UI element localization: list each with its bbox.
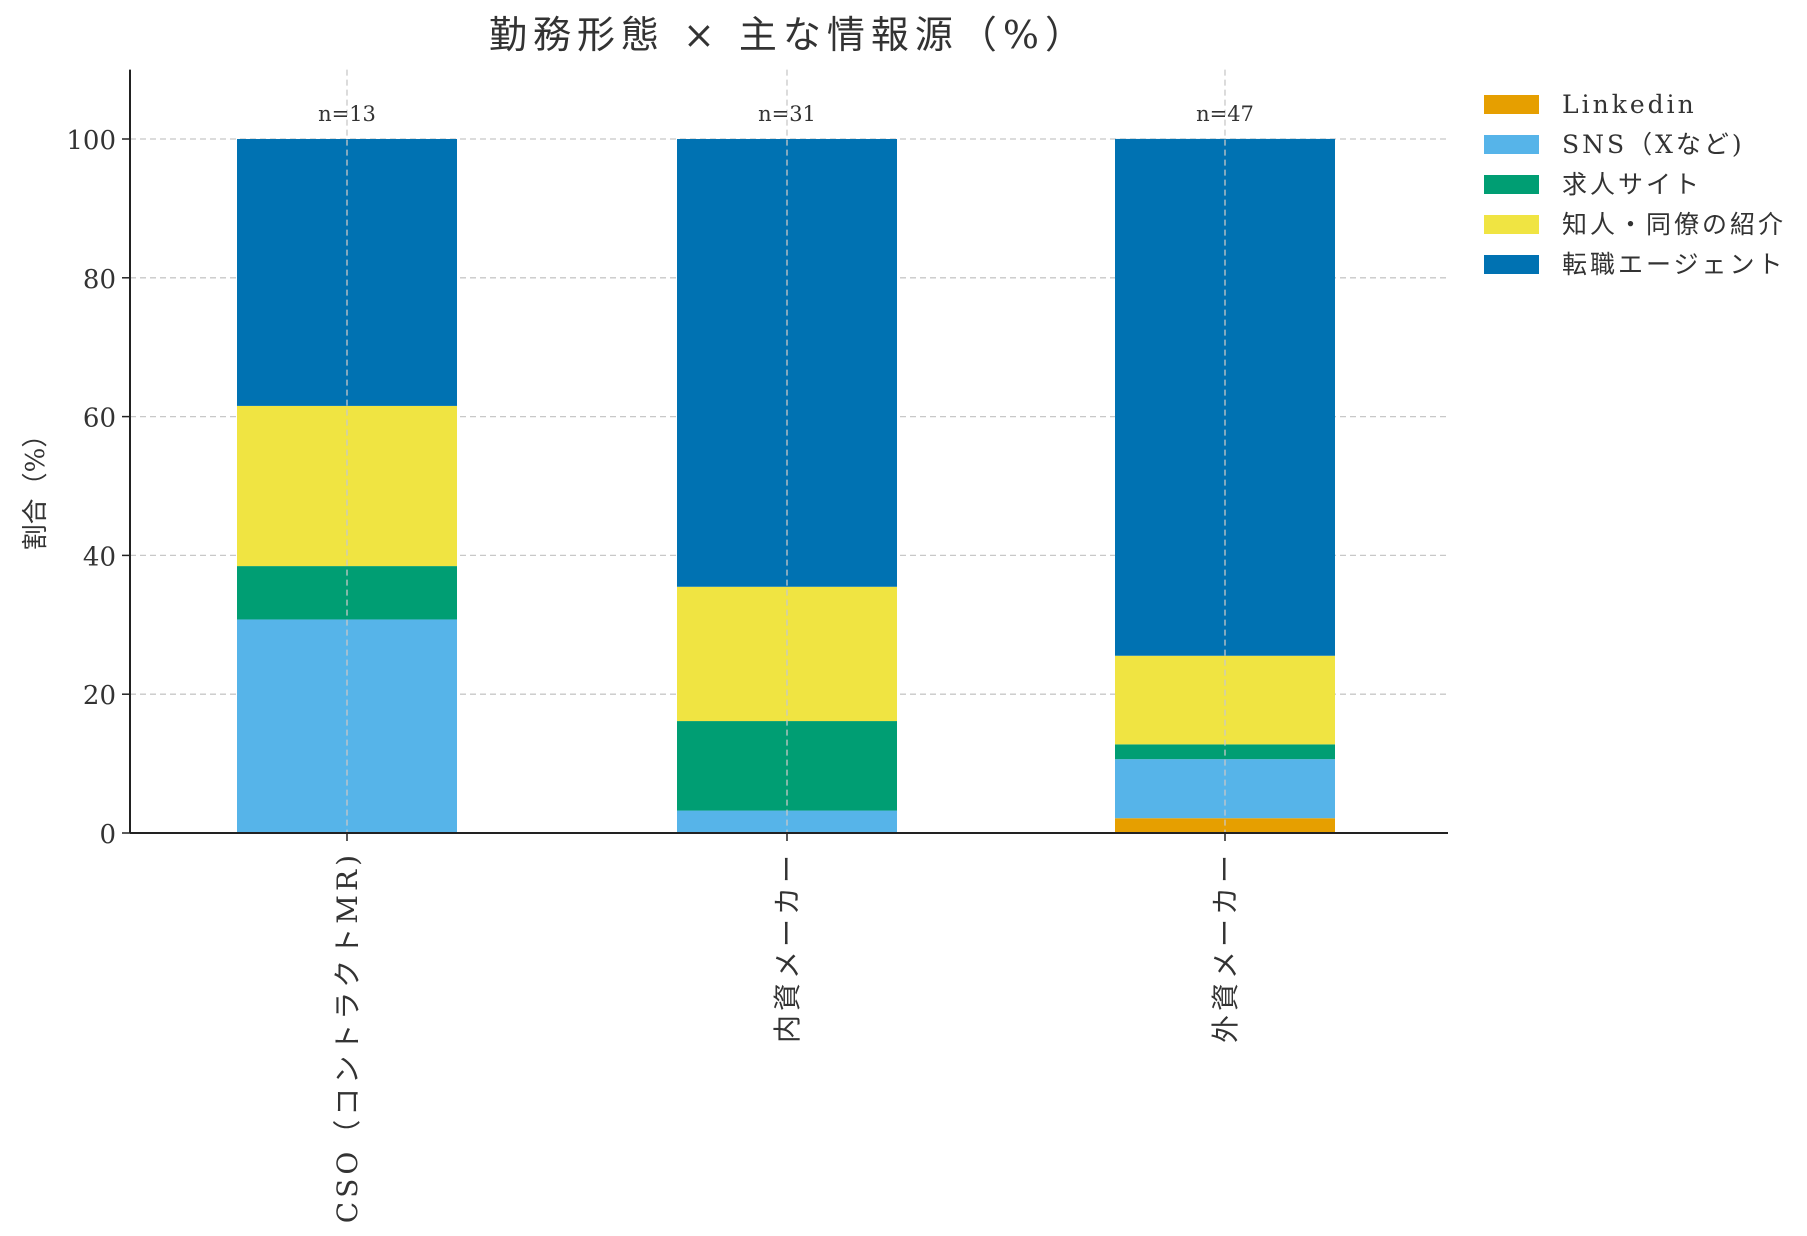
legend-label: SNS（Xなど) bbox=[1562, 130, 1745, 159]
legend-swatch bbox=[1484, 95, 1539, 114]
y-tick-label: 0 bbox=[99, 820, 116, 850]
x-tick-label: 外資メーカー bbox=[1209, 851, 1242, 1043]
legend-label: 知人・同僚の紹介 bbox=[1562, 210, 1786, 239]
legend-swatch bbox=[1484, 175, 1539, 194]
chart-title: 勤務形態 × 主な情報源（%） bbox=[489, 13, 1089, 57]
y-tick-label: 40 bbox=[83, 542, 116, 572]
y-tick-label: 80 bbox=[83, 265, 116, 295]
legend-label: 求人サイト bbox=[1562, 170, 1702, 199]
x-tick-label: CSO（コントラクトMR) bbox=[331, 851, 364, 1223]
legend-label: 転職エージェント bbox=[1562, 250, 1786, 279]
y-tick-label: 20 bbox=[83, 681, 116, 711]
legend-swatch bbox=[1484, 135, 1539, 154]
n-label: n=31 bbox=[758, 102, 816, 126]
n-label: n=47 bbox=[1196, 102, 1254, 126]
x-tick-label: 内資メーカー bbox=[771, 851, 804, 1043]
y-tick-label: 60 bbox=[83, 404, 116, 434]
bar-segment bbox=[1115, 138, 1335, 656]
bar-segment bbox=[1115, 759, 1335, 819]
bar-segment bbox=[677, 721, 897, 811]
legend-label: Linkedin bbox=[1562, 90, 1697, 119]
n-label: n=13 bbox=[318, 102, 376, 126]
y-tick-label: 100 bbox=[66, 126, 116, 156]
bar-segment bbox=[1115, 818, 1335, 833]
y-axis-label: 割合（%） bbox=[21, 422, 51, 551]
legend-swatch bbox=[1484, 255, 1539, 274]
legend-swatch bbox=[1484, 215, 1539, 234]
